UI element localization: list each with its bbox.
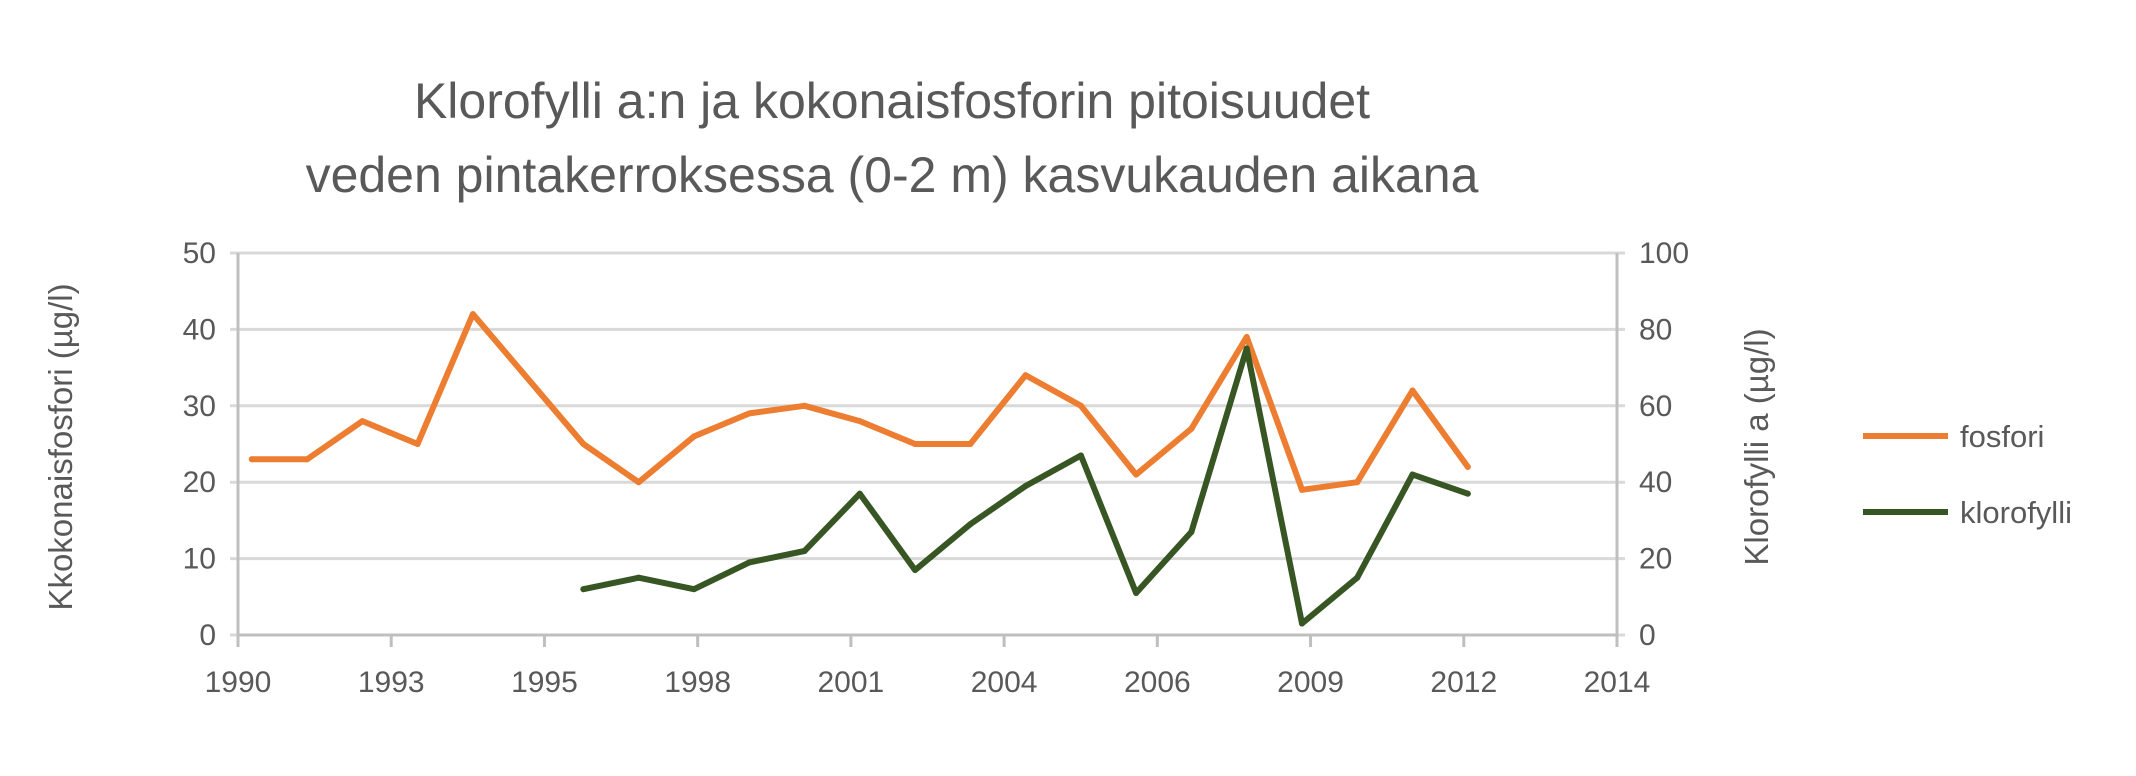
- tick-labels: 0 0 10 20 20 40 30 60 40 80 50 100 1990 1993 1995 1998 2…: [183, 237, 1689, 699]
- y-left-tick-label: 50: [183, 237, 216, 270]
- data-point-fosfori: [1022, 372, 1029, 379]
- data-point-fosfori: [635, 479, 642, 486]
- x-tick-label: 2009: [1277, 666, 1344, 699]
- data-point-fosfori: [1243, 334, 1250, 341]
- x-tick-label: 1993: [358, 666, 425, 699]
- data-point-klorofylli: [1354, 574, 1361, 581]
- x-tick-label: 2006: [1124, 666, 1191, 699]
- x-tick-label: 2012: [1430, 666, 1497, 699]
- x-tick-label: 2014: [1584, 666, 1651, 699]
- data-point-fosfori: [1133, 471, 1140, 478]
- data-point-fosfori: [414, 441, 421, 447]
- data-point-fosfori: [1354, 479, 1361, 486]
- x-tick-label: 2001: [818, 666, 885, 699]
- legend-label-klorofylli: klorofylli: [1960, 495, 2072, 530]
- chart-title-line-2: veden pintakerroksessa (0-2 m) kasvukaud…: [306, 147, 1479, 203]
- data-point-fosfori: [359, 418, 366, 425]
- data-point-klorofylli: [912, 567, 919, 574]
- axes: [236, 253, 1619, 647]
- data-point-klorofylli: [1298, 620, 1305, 627]
- y-right-tick-label: 20: [1639, 543, 1672, 576]
- data-point-fosfori: [856, 418, 863, 425]
- y-left-tick-label: 0: [199, 619, 216, 652]
- data-point-klorofylli: [580, 586, 587, 593]
- y-right-tick-label: 40: [1639, 466, 1672, 499]
- x-tick-label: 1998: [664, 666, 731, 699]
- chart-title-line-1: Klorofylli a:n ja kokonaisfosforin pitoi…: [414, 73, 1370, 129]
- data-point-fosfori: [912, 441, 919, 447]
- series-group: [248, 311, 1471, 627]
- data-point-klorofylli: [690, 586, 697, 593]
- data-point-klorofylli: [1243, 345, 1250, 352]
- data-point-fosfori: [248, 456, 255, 463]
- series-line-fosfori: [248, 311, 1471, 493]
- data-point-fosfori: [304, 456, 311, 463]
- data-point-klorofylli: [1464, 490, 1471, 497]
- data-point-klorofylli: [1077, 452, 1084, 459]
- left-axis-label: Kkokonaisfosfori (µg/l): [42, 283, 79, 610]
- data-point-klorofylli: [967, 521, 974, 528]
- data-point-fosfori: [801, 402, 808, 409]
- legend-label-fosfori: fosfori: [1960, 419, 2044, 454]
- data-point-fosfori: [746, 410, 753, 417]
- data-point-klorofylli: [856, 490, 863, 497]
- data-point-klorofylli: [1022, 483, 1029, 490]
- y-left-tick-label: 20: [183, 466, 216, 499]
- data-point-klorofylli: [1409, 471, 1416, 478]
- data-point-fosfori: [1077, 402, 1084, 409]
- y-right-tick-label: 0: [1639, 619, 1656, 652]
- data-point-fosfori: [1298, 486, 1305, 493]
- y-left-tick-label: 30: [183, 390, 216, 423]
- data-point-fosfori: [690, 433, 697, 440]
- data-point-klorofylli: [746, 559, 753, 566]
- x-tick-label: 1995: [511, 666, 578, 699]
- right-axis-label: Klorofylli a (µg/l): [1738, 328, 1775, 565]
- y-right-tick-label: 80: [1639, 313, 1672, 346]
- y-left-tick-label: 40: [183, 313, 216, 346]
- data-point-fosfori: [469, 311, 476, 318]
- data-point-fosfori: [1464, 463, 1471, 470]
- y-right-tick-label: 60: [1639, 390, 1672, 423]
- data-point-klorofylli: [1133, 589, 1140, 596]
- data-point-fosfori: [967, 441, 974, 447]
- y-left-tick-label: 10: [183, 543, 216, 576]
- y-right-tick-label: 100: [1639, 237, 1689, 270]
- data-point-klorofylli: [1188, 528, 1195, 535]
- data-point-klorofylli: [801, 547, 808, 554]
- data-point-klorofylli: [635, 574, 642, 581]
- data-point-fosfori: [1188, 425, 1195, 432]
- legend: fosfori klorofylli: [1863, 419, 2072, 530]
- x-tick-label: 1990: [205, 666, 272, 699]
- data-point-fosfori: [580, 441, 587, 447]
- data-point-fosfori: [1409, 387, 1416, 394]
- x-tick-label: 2004: [971, 666, 1038, 699]
